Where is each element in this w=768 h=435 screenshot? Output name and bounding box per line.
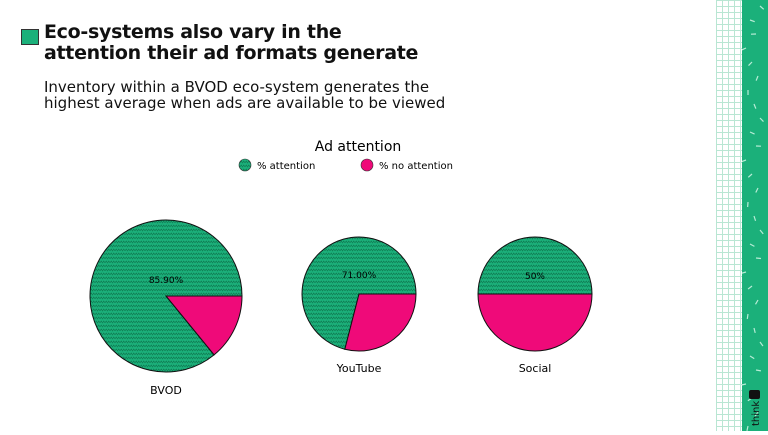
legend-label-no-attention: % no attention (379, 161, 453, 172)
decorative-band (742, 0, 768, 431)
legend: % attention % no attention (239, 159, 453, 172)
pie-charts: Ad attention % attention % no attention … (0, 0, 716, 431)
category-label-social: Social (519, 362, 552, 375)
data-label-youtube: 71.00% (342, 271, 377, 281)
pie-slice-social-attention (478, 237, 592, 294)
logo-text: think (751, 401, 762, 426)
legend-swatch-attention (239, 159, 251, 171)
legend-label-attention: % attention (257, 161, 315, 172)
pie-slice-social-no-attention (478, 294, 592, 351)
think-logo: think (746, 388, 764, 428)
category-label-youtube: YouTube (336, 362, 382, 375)
category-label-bvod: BVOD (150, 384, 182, 397)
legend-swatch-no-attention (361, 159, 373, 171)
decorative-grid (716, 0, 742, 431)
chart-title: Ad attention (315, 139, 402, 155)
data-label-social: 50% (525, 272, 545, 282)
dash-pattern (742, 0, 768, 431)
data-label-bvod: 85.90% (149, 276, 184, 286)
